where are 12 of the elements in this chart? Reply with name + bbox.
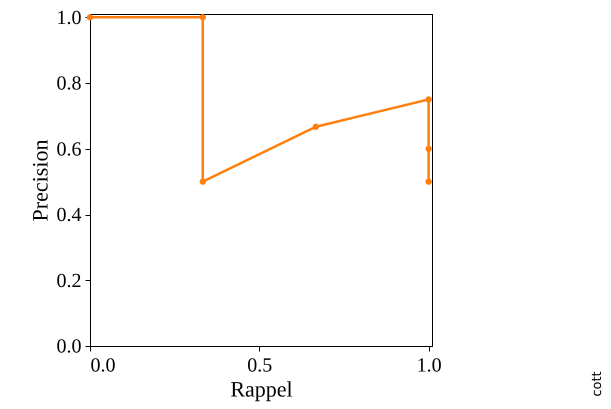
text: cott (590, 371, 605, 397)
x-tick-label: 0.0 (90, 354, 116, 376)
y-tick-label: 0.4 (56, 204, 82, 226)
x-tick-label: 0.5 (247, 354, 272, 376)
y-tick-label: 0.6 (56, 138, 82, 160)
y-tick-label: 0.8 (56, 72, 82, 95)
x-tick-label: 1.0 (416, 354, 442, 376)
x-axis-title: Rappel (230, 376, 293, 402)
y-tick-label: 0.2 (56, 270, 82, 292)
y-tick-label: 1.0 (56, 6, 82, 29)
y-tick-label: 0.0 (56, 336, 82, 358)
y-axis-title: Precision (28, 140, 52, 222)
